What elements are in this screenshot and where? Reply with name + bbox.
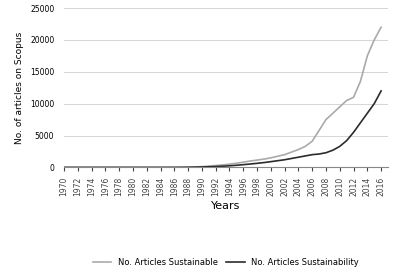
- No. Articles Sustainability: [372, 102, 377, 105]
- No. Articles Sustainable: [206, 164, 211, 168]
- No. Articles Sustainability: [206, 165, 211, 168]
- No. Articles Sustainable: [151, 166, 156, 169]
- No. Articles Sustainable: [303, 145, 308, 148]
- No. Articles Sustainable: [179, 166, 184, 169]
- No. Articles Sustainability: [158, 166, 163, 169]
- No. Articles Sustainable: [186, 166, 190, 169]
- No. Articles Sustainability: [227, 164, 232, 167]
- No. Articles Sustainability: [96, 166, 101, 169]
- No. Articles Sustainability: [351, 131, 356, 134]
- No. Articles Sustainable: [96, 166, 101, 169]
- No. Articles Sustainable: [275, 155, 280, 158]
- No. Articles Sustainable: [62, 166, 66, 169]
- No. Articles Sustainability: [179, 166, 184, 169]
- No. Articles Sustainable: [330, 112, 335, 115]
- No. Articles Sustainability: [103, 166, 108, 169]
- No. Articles Sustainability: [82, 166, 87, 169]
- No. Articles Sustainability: [262, 161, 266, 164]
- No. Articles Sustainability: [268, 160, 273, 163]
- No. Articles Sustainability: [255, 162, 260, 165]
- No. Articles Sustainable: [324, 118, 328, 121]
- No. Articles Sustainability: [110, 166, 115, 169]
- No. Articles Sustainability: [234, 164, 239, 167]
- No. Articles Sustainability: [337, 145, 342, 148]
- No. Articles Sustainability: [379, 89, 384, 93]
- No. Articles Sustainability: [248, 162, 252, 166]
- No. Articles Sustainable: [165, 166, 170, 169]
- No. Articles Sustainable: [379, 26, 384, 29]
- No. Articles Sustainability: [289, 157, 294, 160]
- No. Articles Sustainability: [358, 121, 363, 124]
- No. Articles Sustainable: [255, 158, 260, 162]
- No. Articles Sustainable: [310, 140, 314, 143]
- No. Articles Sustainability: [138, 166, 142, 169]
- No. Articles Sustainable: [248, 159, 252, 163]
- No. Articles Sustainability: [303, 154, 308, 158]
- Line: No. Articles Sustainable: No. Articles Sustainable: [64, 27, 381, 167]
- No. Articles Sustainability: [151, 166, 156, 169]
- No. Articles Sustainable: [372, 38, 377, 42]
- No. Articles Sustainability: [172, 166, 177, 169]
- No. Articles Sustainable: [158, 166, 163, 169]
- No. Articles Sustainable: [365, 54, 370, 58]
- No. Articles Sustainable: [117, 166, 122, 169]
- No. Articles Sustainable: [358, 80, 363, 83]
- No. Articles Sustainability: [296, 156, 301, 159]
- No. Articles Sustainability: [165, 166, 170, 169]
- No. Articles Sustainable: [296, 148, 301, 151]
- No. Articles Sustainability: [144, 166, 149, 169]
- No. Articles Sustainability: [220, 165, 225, 168]
- No. Articles Sustainability: [317, 152, 322, 156]
- No. Articles Sustainable: [172, 166, 177, 169]
- No. Articles Sustainability: [241, 163, 246, 166]
- No. Articles Sustainable: [124, 166, 128, 169]
- No. Articles Sustainable: [351, 96, 356, 99]
- No. Articles Sustainable: [317, 129, 322, 132]
- No. Articles Sustainability: [275, 159, 280, 162]
- No. Articles Sustainable: [68, 166, 73, 169]
- No. Articles Sustainable: [227, 163, 232, 166]
- No. Articles Sustainability: [75, 166, 80, 169]
- No. Articles Sustainable: [138, 166, 142, 169]
- No. Articles Sustainable: [234, 162, 239, 165]
- No. Articles Sustainability: [330, 148, 335, 152]
- No. Articles Sustainable: [144, 166, 149, 169]
- Line: No. Articles Sustainability: No. Articles Sustainability: [64, 91, 381, 167]
- No. Articles Sustainable: [268, 156, 273, 160]
- No. Articles Sustainable: [75, 166, 80, 169]
- No. Articles Sustainability: [124, 166, 128, 169]
- No. Articles Sustainability: [200, 165, 204, 168]
- No. Articles Sustainable: [200, 165, 204, 168]
- X-axis label: Years: Years: [211, 201, 241, 211]
- No. Articles Sustainability: [344, 139, 349, 142]
- No. Articles Sustainable: [130, 166, 135, 169]
- No. Articles Sustainable: [344, 99, 349, 102]
- No. Articles Sustainability: [213, 165, 218, 168]
- Legend: No. Articles Sustainable, No. Articles Sustainability: No. Articles Sustainable, No. Articles S…: [90, 254, 362, 270]
- No. Articles Sustainable: [110, 166, 115, 169]
- No. Articles Sustainable: [262, 157, 266, 161]
- No. Articles Sustainable: [213, 164, 218, 167]
- Y-axis label: No. of articles on Scopus: No. of articles on Scopus: [16, 32, 24, 144]
- No. Articles Sustainable: [282, 153, 287, 156]
- No. Articles Sustainability: [310, 153, 314, 156]
- No. Articles Sustainability: [117, 166, 122, 169]
- No. Articles Sustainability: [130, 166, 135, 169]
- No. Articles Sustainability: [62, 166, 66, 169]
- No. Articles Sustainable: [103, 166, 108, 169]
- No. Articles Sustainability: [365, 112, 370, 115]
- No. Articles Sustainability: [192, 166, 197, 169]
- No. Articles Sustainability: [68, 166, 73, 169]
- No. Articles Sustainable: [89, 166, 94, 169]
- No. Articles Sustainable: [192, 165, 197, 168]
- No. Articles Sustainable: [241, 161, 246, 164]
- No. Articles Sustainable: [289, 150, 294, 154]
- No. Articles Sustainability: [282, 158, 287, 161]
- No. Articles Sustainability: [89, 166, 94, 169]
- No. Articles Sustainability: [324, 151, 328, 154]
- No. Articles Sustainable: [220, 163, 225, 167]
- No. Articles Sustainable: [337, 105, 342, 109]
- No. Articles Sustainability: [186, 166, 190, 169]
- No. Articles Sustainable: [82, 166, 87, 169]
